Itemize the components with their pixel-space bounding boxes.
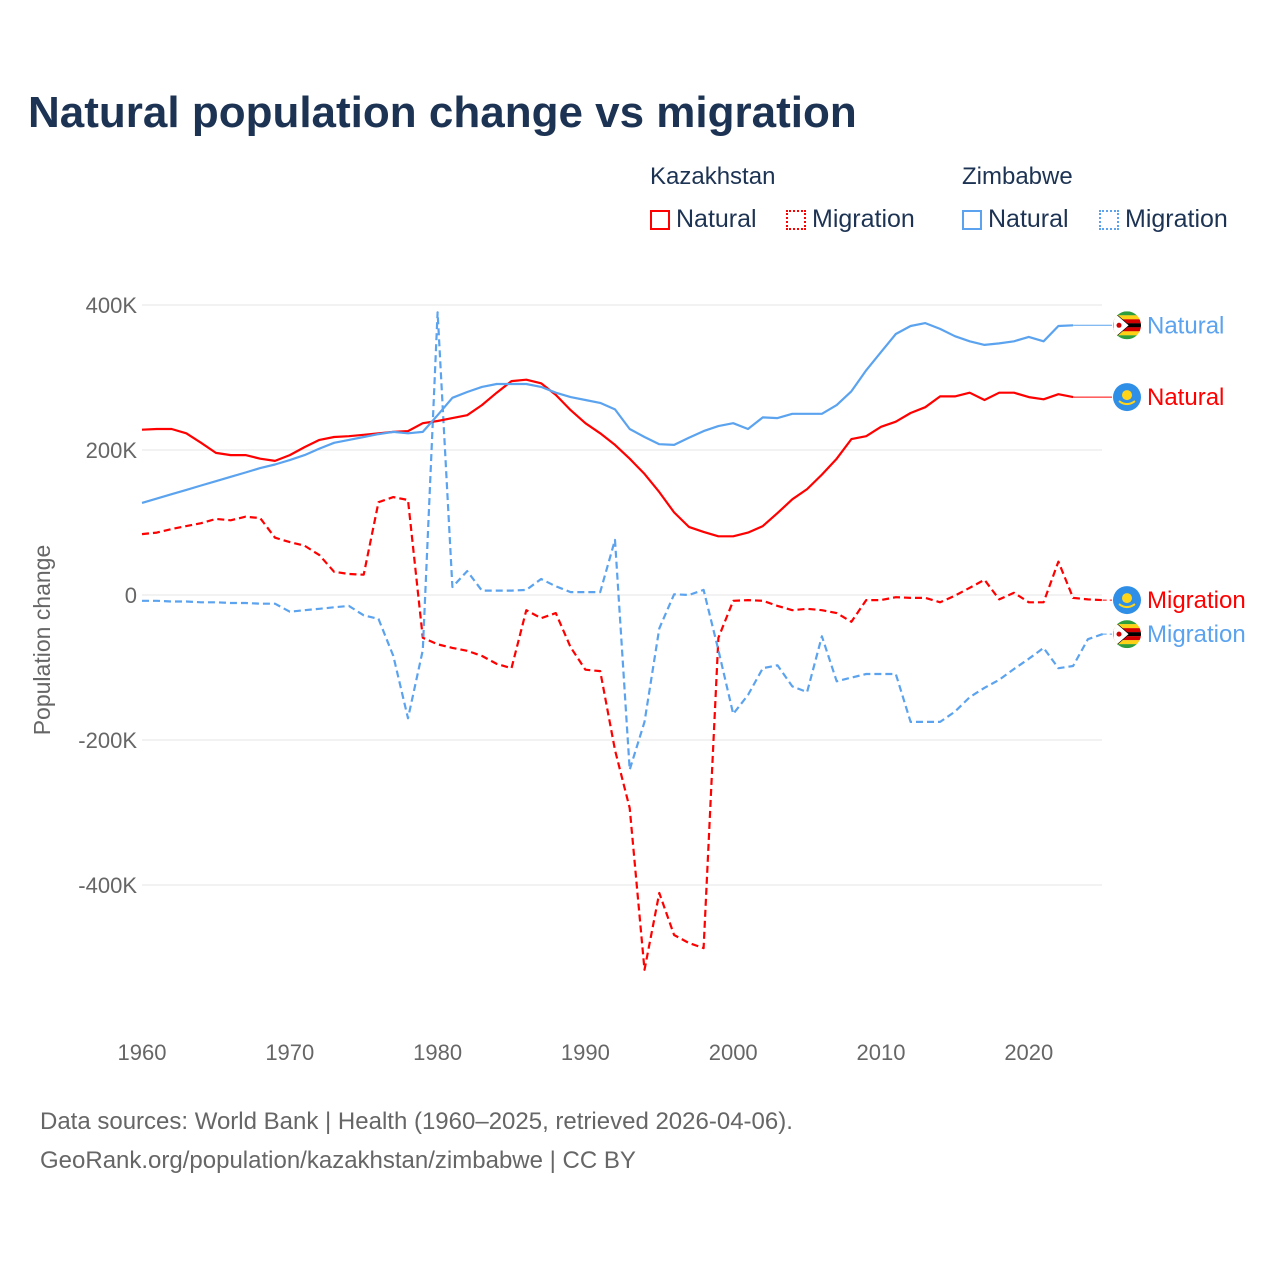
x-tick-label: 1990 — [561, 1040, 610, 1065]
series-end-label: Natural — [1147, 384, 1224, 411]
legend-zimbabwe-natural[interactable]: Natural — [962, 205, 1069, 234]
legend-swatch-solid-red — [650, 209, 670, 230]
series-line-kazakhstan-migration — [141, 496, 1103, 971]
footer-source: Data sources: World Bank | Health (1960–… — [40, 1108, 793, 1135]
x-tick-label: 1980 — [413, 1040, 462, 1065]
x-tick-label: 2000 — [709, 1040, 758, 1065]
y-tick-label: 400K — [86, 293, 138, 318]
y-tick-label: 200K — [86, 438, 138, 463]
legend-swatch-dotted-red — [786, 209, 806, 230]
legend-kazakhstan-natural[interactable]: Natural — [650, 205, 757, 234]
series-line-zimbabwe-natural — [141, 322, 1074, 504]
kazakhstan-flag-icon — [1113, 586, 1141, 615]
legend-label: Natural — [676, 205, 757, 233]
legend-label: Migration — [812, 205, 915, 233]
zimbabwe-flag-icon — [1113, 311, 1141, 340]
y-axis-label: Population change — [29, 545, 55, 736]
series-line-zimbabwe-migration — [142, 311, 1104, 771]
x-tick-label: 2020 — [1004, 1040, 1053, 1065]
kazakhstan-flag-icon — [1113, 383, 1141, 412]
chart-title: Natural population change vs migration — [28, 88, 857, 137]
zimbabwe-flag-icon — [1113, 620, 1141, 649]
series-end-label: Natural — [1147, 312, 1224, 339]
y-tick-label: -400K — [78, 873, 137, 898]
legend-zimbabwe-migration[interactable]: Migration — [1099, 205, 1228, 234]
x-tick-label: 1960 — [118, 1040, 167, 1065]
series-line-kazakhstan-natural — [141, 378, 1074, 538]
legend-group-zimbabwe: Zimbabwe — [962, 163, 1073, 190]
legend-group-kazakhstan: Kazakhstan — [650, 163, 776, 190]
series-end-label: Migration — [1147, 587, 1246, 614]
legend-label: Migration — [1125, 205, 1228, 233]
legend-label: Natural — [988, 205, 1069, 233]
legend-swatch-dotted-blue — [1099, 209, 1119, 230]
series-end-label: Migration — [1147, 621, 1246, 648]
x-tick-label: 2010 — [857, 1040, 906, 1065]
legend-swatch-solid-blue — [962, 209, 982, 230]
y-tick-label: -200K — [78, 728, 137, 753]
x-tick-label: 1970 — [265, 1040, 314, 1065]
legend-kazakhstan-migration[interactable]: Migration — [786, 205, 915, 234]
y-tick-label: 0 — [125, 583, 137, 608]
footer-link[interactable]: GeoRank.org/population/kazakhstan/zimbab… — [40, 1147, 636, 1174]
